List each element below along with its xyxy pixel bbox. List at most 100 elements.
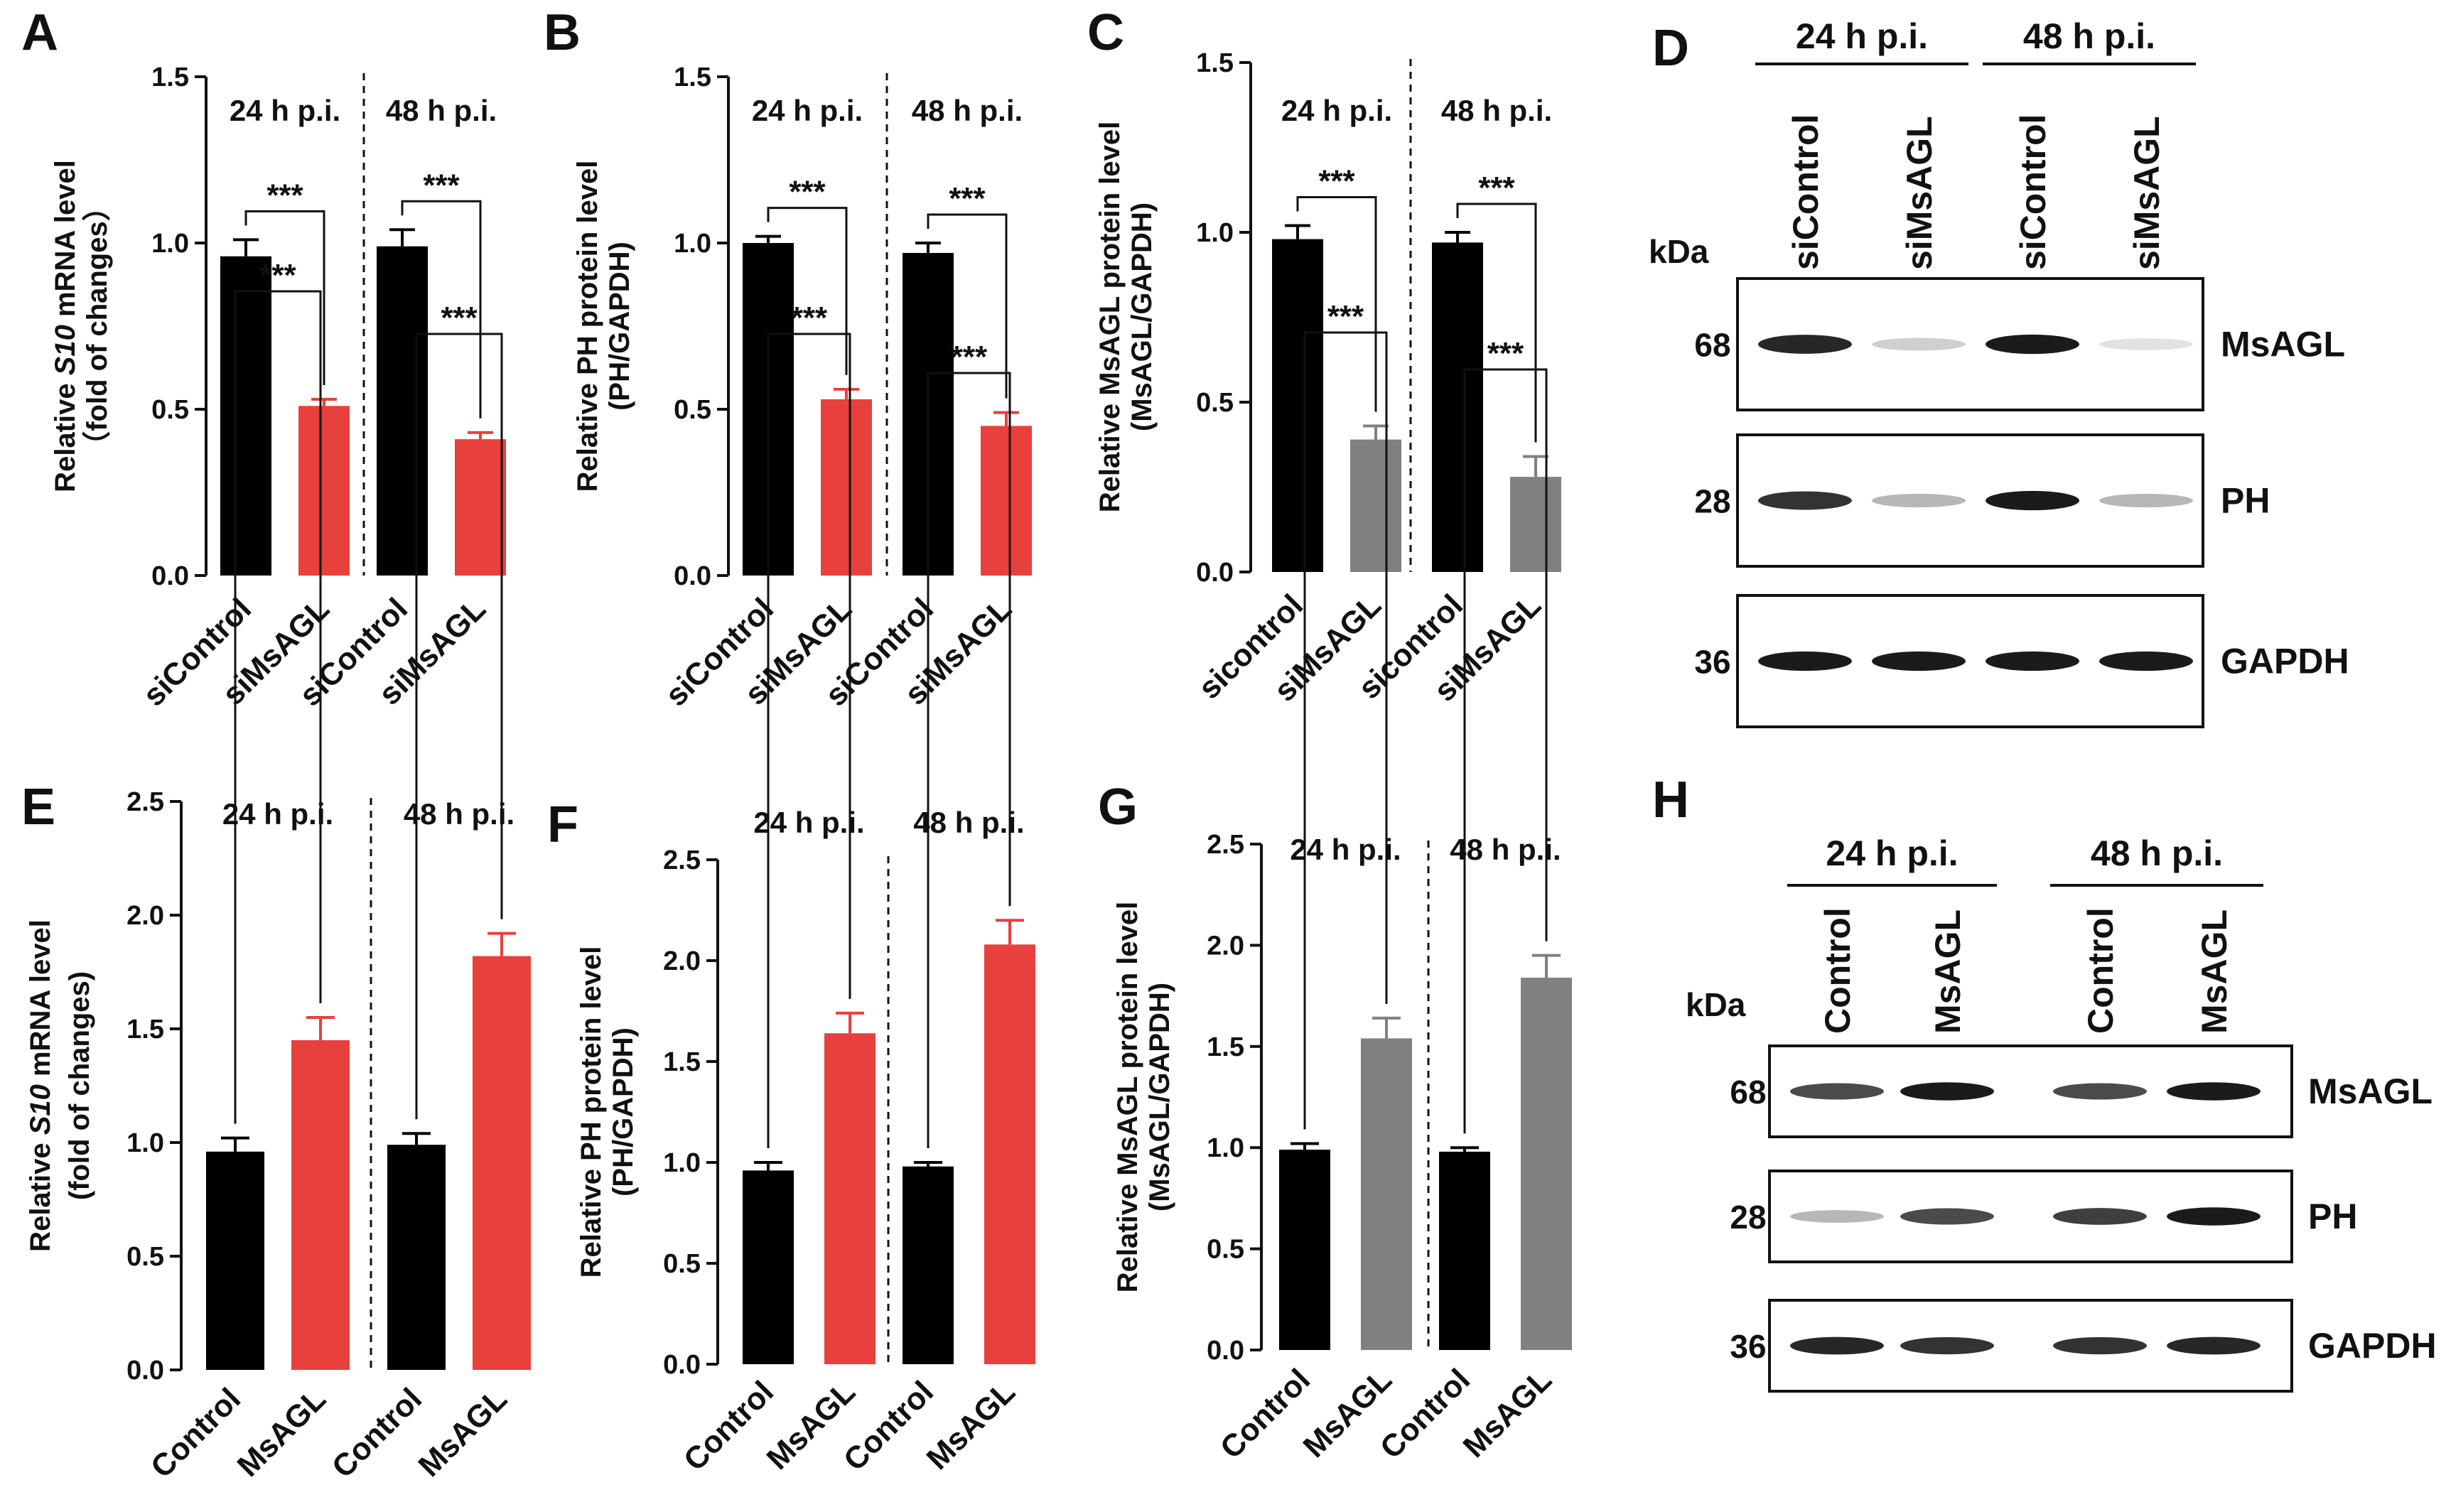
band: [1872, 493, 1966, 508]
significance-label: ***: [259, 258, 296, 293]
band: [1872, 338, 1966, 351]
band: [2167, 1207, 2261, 1226]
kda-label: kDa: [1686, 986, 1746, 1023]
significance-bracket: [1456, 202, 1537, 443]
panel-letter-g: G: [1098, 779, 1138, 836]
significance-label: ***: [951, 340, 988, 374]
y-tick-label: 1.0: [663, 1148, 701, 1178]
y-tick-label: 2.5: [1207, 830, 1244, 860]
y-tick-label: 1.5: [663, 1047, 701, 1077]
x-category-label: MsAGL: [231, 1381, 333, 1484]
y-axis-title-part: Relative PH protein level: [576, 946, 607, 1278]
kda-value: 68: [1730, 1074, 1766, 1111]
band: [1986, 651, 2079, 671]
time-label: 48 h p.i.: [912, 94, 1023, 127]
y-axis-title-part: Relative MsAGL protein level: [1112, 902, 1143, 1293]
panel-letter-c: C: [1087, 4, 1124, 61]
y-tick-label: 2.0: [663, 946, 701, 976]
blot-time-label: 48 h p.i.: [2023, 16, 2155, 56]
time-label: 48 h p.i.: [386, 94, 497, 127]
band: [2053, 1208, 2147, 1225]
y-axis-title-part: mRNA level: [50, 160, 81, 325]
band: [1900, 1336, 1994, 1355]
y-tick-label: 0.5: [1207, 1235, 1244, 1265]
band: [2053, 1336, 2147, 1355]
x-category-label: Control: [1214, 1362, 1317, 1465]
lane-label: Control: [1818, 907, 1858, 1034]
band: [2099, 493, 2193, 508]
y-tick-label: 0.0: [126, 1356, 164, 1386]
band: [1790, 1083, 1884, 1100]
y-tick-label: 0.5: [151, 395, 189, 425]
band: [1758, 491, 1852, 510]
significance-bracket: [1303, 331, 1388, 1130]
bar-msagl: [824, 1033, 876, 1364]
lane-label: siControl: [2013, 114, 2053, 270]
band: [2099, 338, 2193, 350]
bar-control: [743, 1170, 794, 1364]
y-axis-title-part: Relative: [50, 375, 81, 492]
y-tick-label: 1.5: [674, 63, 711, 92]
y-axis-title-line1: Relative MsAGL protein level: [1094, 122, 1126, 513]
bar-simsagl: [298, 406, 350, 576]
y-axis-title-italic: S10: [25, 1084, 56, 1135]
time-label: 48 h p.i.: [1441, 94, 1552, 127]
y-tick-label: 0.5: [1196, 388, 1234, 418]
bar-msagl: [1521, 977, 1572, 1350]
significance-bracket: [767, 333, 851, 1148]
y-tick-label: 1.5: [126, 1015, 164, 1044]
significance-bracket: [767, 207, 848, 375]
significance-label: ***: [441, 301, 478, 335]
panel-letter-e: E: [21, 779, 55, 836]
bar-control: [206, 1151, 264, 1370]
y-tick-label: 1.5: [1207, 1032, 1244, 1062]
bar-simsagl: [1350, 439, 1401, 572]
significance-label: ***: [1487, 336, 1524, 371]
x-category-label: Control: [325, 1381, 429, 1484]
significance-label: ***: [423, 168, 460, 202]
y-axis-title-line1: Relative S10 mRNA level: [25, 919, 56, 1252]
y-tick-label: 1.0: [1207, 1133, 1244, 1163]
band: [1758, 335, 1852, 354]
band: [2167, 1082, 2261, 1101]
significance-bracket: [927, 213, 1008, 399]
kda-value: 68: [1694, 327, 1730, 364]
kda-value: 28: [1730, 1199, 1766, 1236]
protein-label: PH: [2221, 481, 2270, 521]
y-tick-label: 1.0: [126, 1128, 164, 1158]
chart-panel-a: A 0.0 0.5 1.0 1.5 Relative S10 mRNA level （fol…: [21, 4, 506, 713]
significance-bracket: [415, 333, 503, 1120]
significance-label: ***: [1478, 171, 1515, 205]
band: [2167, 1336, 2261, 1355]
time-label: 48 h p.i.: [913, 806, 1024, 839]
y-axis-title-line1: Relative S10 mRNA level: [50, 160, 81, 492]
lane-label: siMsAGL: [2127, 116, 2167, 270]
significance-bracket: [1463, 368, 1548, 1134]
y-tick-label: 1.0: [674, 229, 711, 259]
blot-time-label: 24 h p.i.: [1796, 16, 1928, 56]
significance-bracket: [401, 200, 482, 418]
bar-simsagl: [1510, 477, 1561, 572]
blot-time-label: 48 h p.i.: [2091, 833, 2223, 873]
band: [1986, 334, 2079, 355]
band: [1900, 1082, 1994, 1101]
panel-letter-f: F: [547, 796, 578, 853]
lane-label: Control: [2081, 907, 2121, 1034]
x-category-label: MsAGL: [920, 1374, 1023, 1476]
time-label: 24 h p.i.: [222, 797, 333, 831]
x-category-label: Control: [677, 1374, 780, 1477]
bar-control: [903, 1166, 954, 1364]
protein-label: GAPDH: [2221, 642, 2349, 681]
x-category-label: MsAGL: [412, 1381, 514, 1484]
bar-sicontrol: [377, 246, 428, 576]
panel-letter-a: A: [21, 4, 58, 61]
y-tick-label: 2.0: [1207, 931, 1244, 961]
panel-letter-b: B: [544, 4, 581, 61]
significance-bracket: [1296, 195, 1377, 412]
significance-label: ***: [1318, 163, 1355, 198]
band: [1872, 651, 1966, 671]
lane-label: MsAGL: [1928, 909, 1968, 1034]
